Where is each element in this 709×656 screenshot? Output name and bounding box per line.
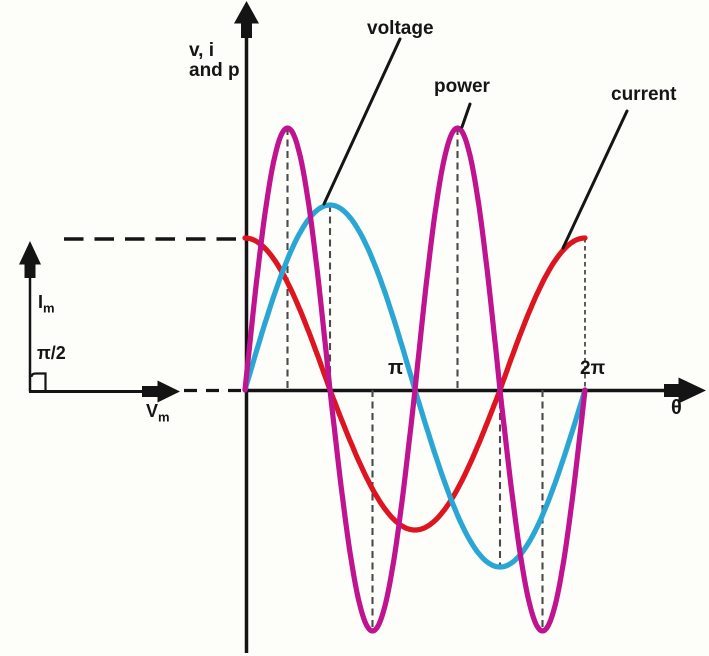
voltage-label: voltage: [367, 18, 434, 39]
vm-subscript: m: [158, 409, 170, 425]
phasor-vm-label: Vm: [146, 401, 170, 424]
phasor-im-arrow-icon: [19, 241, 41, 278]
waveform-curves: [242, 125, 588, 634]
im-subscript: m: [43, 300, 55, 316]
current-label: current: [611, 84, 677, 105]
right-angle-mark: [30, 372, 47, 391]
x-tick-2pi-label: 2π: [580, 358, 606, 379]
vm-symbol: V: [146, 401, 159, 421]
voltage-leader-line: [322, 37, 402, 206]
power-curve: [242, 125, 588, 634]
x-tick-pi-label: π: [388, 357, 404, 379]
annotation-leader-lines: [322, 37, 629, 250]
x-axis-arrow-icon: [664, 377, 706, 404]
y-axis-label-line1: v, i: [189, 40, 214, 61]
phase-angle-label: π/2: [37, 343, 66, 363]
y-axis-label: v, i and p: [189, 41, 240, 81]
power-leader-line: [460, 102, 472, 129]
im-symbol: I: [38, 292, 44, 312]
current-leader-line: [561, 109, 629, 250]
y-axis-arrow-icon: [234, 1, 259, 38]
phasor-im-label: Im: [38, 292, 55, 315]
y-axis-label-line2: and p: [189, 60, 240, 81]
power-label: power: [434, 76, 490, 97]
x-axis-theta-label: θ: [671, 397, 682, 419]
current-curve: [242, 235, 588, 533]
phasor-vm-arrow-icon: [142, 380, 180, 403]
